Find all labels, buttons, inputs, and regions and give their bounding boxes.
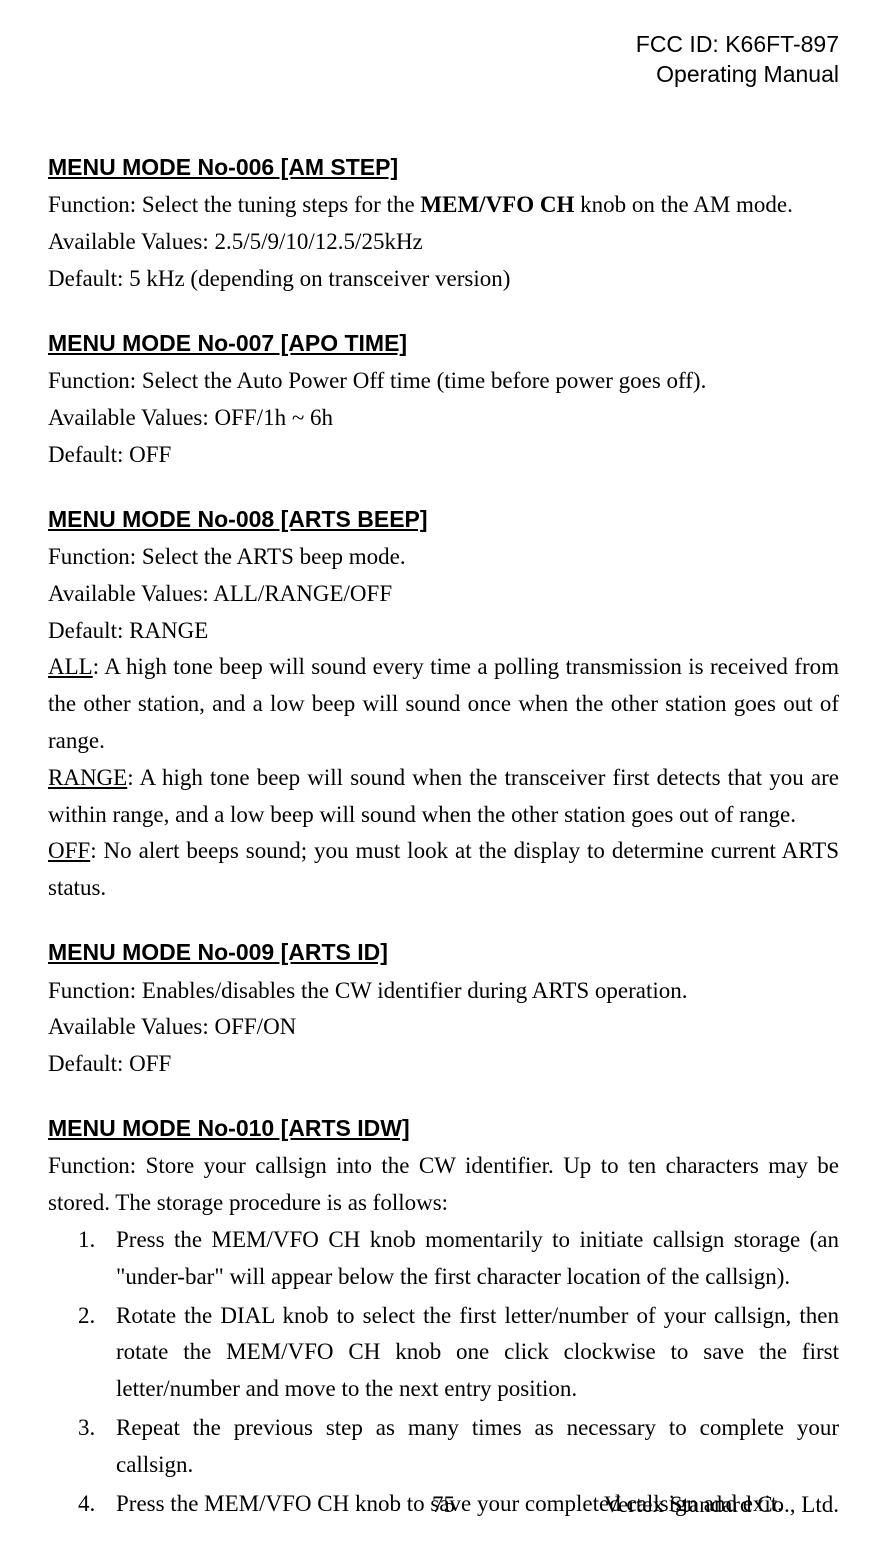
step-text: Rotate the DIAL knob to select the first… [116,1298,839,1408]
menu-008-off: OFF: No alert beeps sound; you must look… [48,833,839,907]
step-3: 3. Repeat the previous step as many time… [78,1410,839,1484]
menu-009-function: Function: Enables/disables the CW identi… [48,973,839,1010]
knob-name: MEM/VFO CH [420,192,574,217]
knob-name: MEM/VFO CH [212,1227,361,1252]
off-text: : No alert beeps sound; you must look at… [48,838,839,900]
range-text: : A high tone beep will sound when the t… [48,765,839,827]
menu-008-all: ALL: A high tone beep will sound every t… [48,649,839,759]
step-2: 2. Rotate the DIAL knob to select the fi… [78,1298,839,1408]
menu-007-default: Default: OFF [48,437,839,474]
menu-009-default: Default: OFF [48,1046,839,1083]
text: Function: Select the tuning steps for th… [48,192,420,217]
menu-008-available: Available Values: ALL/RANGE/OFF [48,576,839,613]
menu-008-function: Function: Select the ARTS beep mode. [48,539,839,576]
knob-name: MEM/VFO CH [226,1339,380,1364]
text: Press the [116,1227,212,1252]
menu-008-title: MENU MODE No-008 [ARTS BEEP] [48,502,839,537]
knob-name: DIAL [220,1303,274,1328]
menu-010-steps: 1. Press the MEM/VFO CH knob momentarily… [48,1222,839,1522]
fcc-id: FCC ID: K66FT-897 [48,30,839,60]
menu-010-title: MENU MODE No-010 [ARTS IDW] [48,1111,839,1146]
page-header: FCC ID: K66FT-897 Operating Manual [48,30,839,90]
menu-007-available: Available Values: OFF/1h ~ 6h [48,400,839,437]
text: Rotate the [116,1303,220,1328]
off-label: OFF [48,838,90,863]
step-text: Repeat the previous step as many times a… [116,1410,839,1484]
menu-009-title: MENU MODE No-009 [ARTS ID] [48,935,839,970]
menu-006-function: Function: Select the tuning steps for th… [48,187,839,224]
company-name: Vertex Standard Co., Ltd. [604,1488,839,1523]
all-text: : A high tone beep will sound every time… [48,654,839,753]
text: knob on the AM mode. [574,192,793,217]
step-number: 1. [78,1222,116,1296]
menu-007-function: Function: Select the Auto Power Off time… [48,363,839,400]
step-1: 1. Press the MEM/VFO CH knob momentarily… [78,1222,839,1296]
menu-007-title: MENU MODE No-007 [APO TIME] [48,326,839,361]
step-number: 2. [78,1298,116,1408]
page-number: 75 [432,1488,455,1523]
menu-008-default: Default: RANGE [48,613,839,650]
menu-009-available: Available Values: OFF/ON [48,1009,839,1046]
manual-title: Operating Manual [48,60,839,90]
all-label: ALL [48,654,93,679]
step-text: Press the MEM/VFO CH knob momentarily to… [116,1222,839,1296]
menu-006-available: Available Values: 2.5/5/9/10/12.5/25kHz [48,224,839,261]
menu-010-function: Function: Store your callsign into the C… [48,1148,839,1222]
menu-008-range: RANGE: A high tone beep will sound when … [48,760,839,834]
range-label: RANGE [48,765,127,790]
menu-006-title: MENU MODE No-006 [AM STEP] [48,150,839,185]
page-footer: 75 Vertex Standard Co., Ltd. [0,1488,887,1523]
page-content: FCC ID: K66FT-897 Operating Manual MENU … [0,0,887,1554]
menu-006-default: Default: 5 kHz (depending on transceiver… [48,261,839,298]
step-number: 3. [78,1410,116,1484]
